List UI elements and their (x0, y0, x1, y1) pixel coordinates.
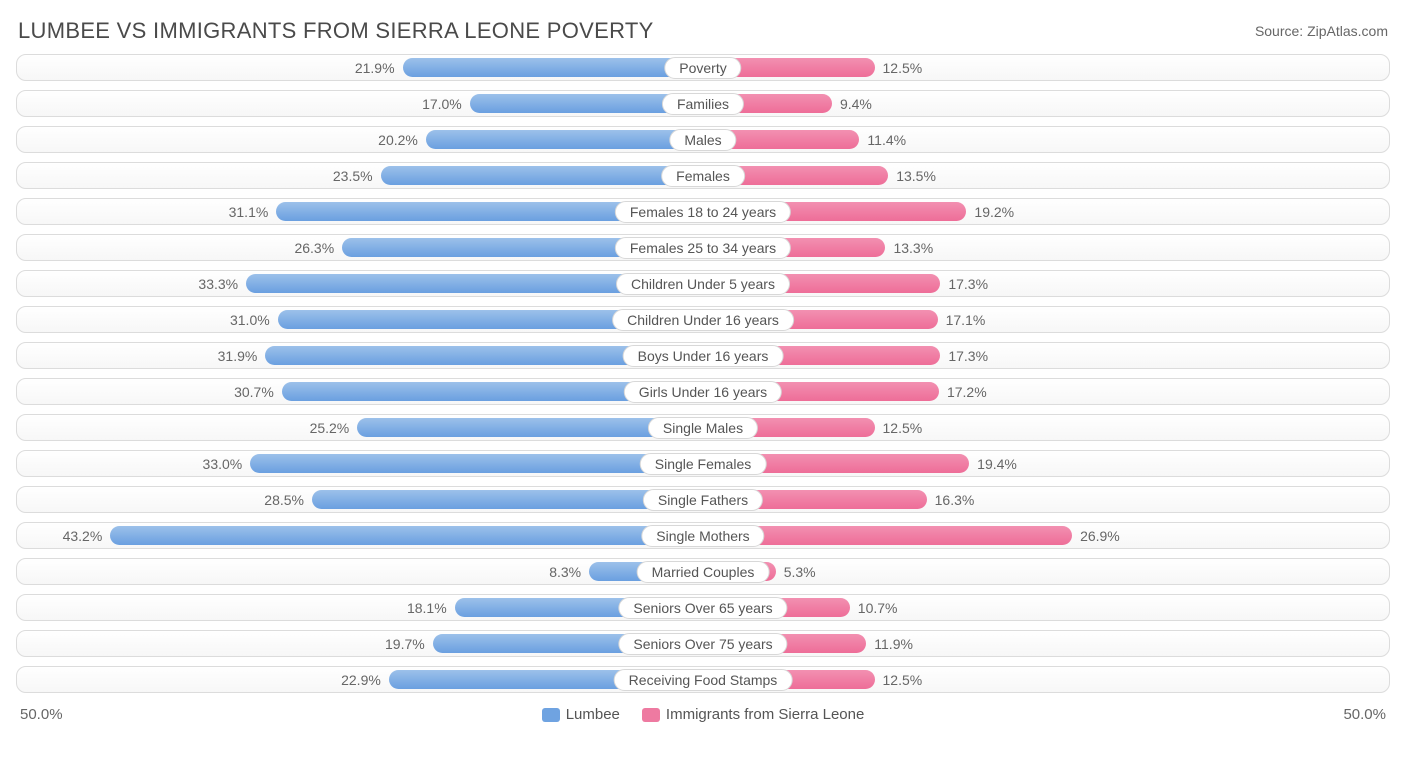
value-left: 19.7% (385, 636, 425, 652)
axis-left-max: 50.0% (20, 706, 63, 723)
legend-label-right: Immigrants from Sierra Leone (666, 706, 864, 723)
chart-footer: 50.0% Lumbee Immigrants from Sierra Leon… (10, 702, 1396, 723)
value-right: 12.5% (883, 672, 923, 688)
bar-left (250, 454, 703, 473)
value-right: 10.7% (858, 600, 898, 616)
value-left: 31.9% (218, 348, 258, 364)
category-label: Females 18 to 24 years (615, 201, 791, 223)
category-label: Single Mothers (641, 525, 764, 547)
value-left: 31.1% (229, 204, 269, 220)
chart-row: 21.9% 12.5% Poverty (16, 54, 1390, 81)
category-label: Married Couples (637, 561, 770, 583)
chart-title: LUMBEE VS IMMIGRANTS FROM SIERRA LEONE P… (18, 18, 654, 44)
category-label: Single Females (640, 453, 767, 475)
legend-label-left: Lumbee (566, 706, 620, 723)
chart-row: 28.5% 16.3% Single Fathers (16, 486, 1390, 513)
legend-item-right: Immigrants from Sierra Leone (642, 706, 864, 723)
chart-row: 23.5% 13.5% Females (16, 162, 1390, 189)
value-left: 31.0% (230, 312, 270, 328)
chart-row: 22.9% 12.5% Receiving Food Stamps (16, 666, 1390, 693)
category-label: Girls Under 16 years (624, 381, 782, 403)
category-label: Single Males (648, 417, 758, 439)
chart-legend: Lumbee Immigrants from Sierra Leone (542, 706, 865, 723)
legend-item-left: Lumbee (542, 706, 620, 723)
value-left: 25.2% (310, 420, 350, 436)
value-right: 17.1% (946, 312, 986, 328)
value-left: 30.7% (234, 384, 274, 400)
chart-row: 33.3% 17.3% Children Under 5 years (16, 270, 1390, 297)
value-right: 16.3% (935, 492, 975, 508)
chart-row: 31.9% 17.3% Boys Under 16 years (16, 342, 1390, 369)
value-left: 18.1% (407, 600, 447, 616)
category-label: Single Fathers (643, 489, 763, 511)
chart-row: 31.0% 17.1% Children Under 16 years (16, 306, 1390, 333)
value-left: 28.5% (264, 492, 304, 508)
category-label: Females 25 to 34 years (615, 237, 791, 259)
legend-swatch-left (542, 708, 560, 722)
value-right: 13.5% (896, 168, 936, 184)
value-left: 20.2% (378, 132, 418, 148)
value-left: 23.5% (333, 168, 373, 184)
bar-left (403, 58, 703, 77)
value-left: 21.9% (355, 60, 395, 76)
chart-source: Source: ZipAtlas.com (1255, 23, 1388, 39)
category-label: Children Under 16 years (612, 309, 794, 331)
category-label: Females (661, 165, 745, 187)
bar-left (426, 130, 703, 149)
chart-row: 43.2% 26.9% Single Mothers (16, 522, 1390, 549)
category-label: Receiving Food Stamps (614, 669, 793, 691)
value-right: 11.4% (867, 132, 906, 148)
category-label: Seniors Over 75 years (618, 633, 787, 655)
category-label: Seniors Over 65 years (618, 597, 787, 619)
chart-row: 33.0% 19.4% Single Females (16, 450, 1390, 477)
chart-row: 20.2% 11.4% Males (16, 126, 1390, 153)
chart-row: 8.3% 5.3% Married Couples (16, 558, 1390, 585)
value-right: 19.4% (977, 456, 1017, 472)
value-right: 26.9% (1080, 528, 1120, 544)
value-right: 11.9% (874, 636, 913, 652)
chart-rows: 21.9% 12.5% Poverty 17.0% 9.4% Families 20.2% 1… (10, 54, 1396, 693)
value-left: 33.0% (203, 456, 243, 472)
category-label: Males (669, 129, 736, 151)
chart-row: 17.0% 9.4% Families (16, 90, 1390, 117)
value-right: 17.3% (948, 276, 988, 292)
value-right: 12.5% (883, 60, 923, 76)
bar-left (110, 526, 703, 545)
axis-right-max: 50.0% (1343, 706, 1386, 723)
chart-row: 18.1% 10.7% Seniors Over 65 years (16, 594, 1390, 621)
chart-row: 19.7% 11.9% Seniors Over 75 years (16, 630, 1390, 657)
value-left: 8.3% (549, 564, 581, 580)
category-label: Poverty (664, 57, 741, 79)
category-label: Children Under 5 years (616, 273, 790, 295)
bar-left (381, 166, 703, 185)
value-right: 17.3% (948, 348, 988, 364)
category-label: Families (662, 93, 744, 115)
legend-swatch-right (642, 708, 660, 722)
chart-row: 30.7% 17.2% Girls Under 16 years (16, 378, 1390, 405)
category-label: Boys Under 16 years (623, 345, 784, 367)
value-right: 19.2% (974, 204, 1014, 220)
chart-row: 31.1% 19.2% Females 18 to 24 years (16, 198, 1390, 225)
value-left: 33.3% (198, 276, 238, 292)
value-left: 17.0% (422, 96, 462, 112)
value-left: 26.3% (294, 240, 334, 256)
value-right: 17.2% (947, 384, 987, 400)
chart-header: LUMBEE VS IMMIGRANTS FROM SIERRA LEONE P… (10, 18, 1396, 54)
value-right: 5.3% (784, 564, 816, 580)
value-right: 9.4% (840, 96, 872, 112)
value-left: 43.2% (63, 528, 103, 544)
value-left: 22.9% (341, 672, 381, 688)
value-right: 13.3% (893, 240, 933, 256)
value-right: 12.5% (883, 420, 923, 436)
poverty-diverging-chart: LUMBEE VS IMMIGRANTS FROM SIERRA LEONE P… (0, 0, 1406, 733)
chart-row: 26.3% 13.3% Females 25 to 34 years (16, 234, 1390, 261)
chart-row: 25.2% 12.5% Single Males (16, 414, 1390, 441)
